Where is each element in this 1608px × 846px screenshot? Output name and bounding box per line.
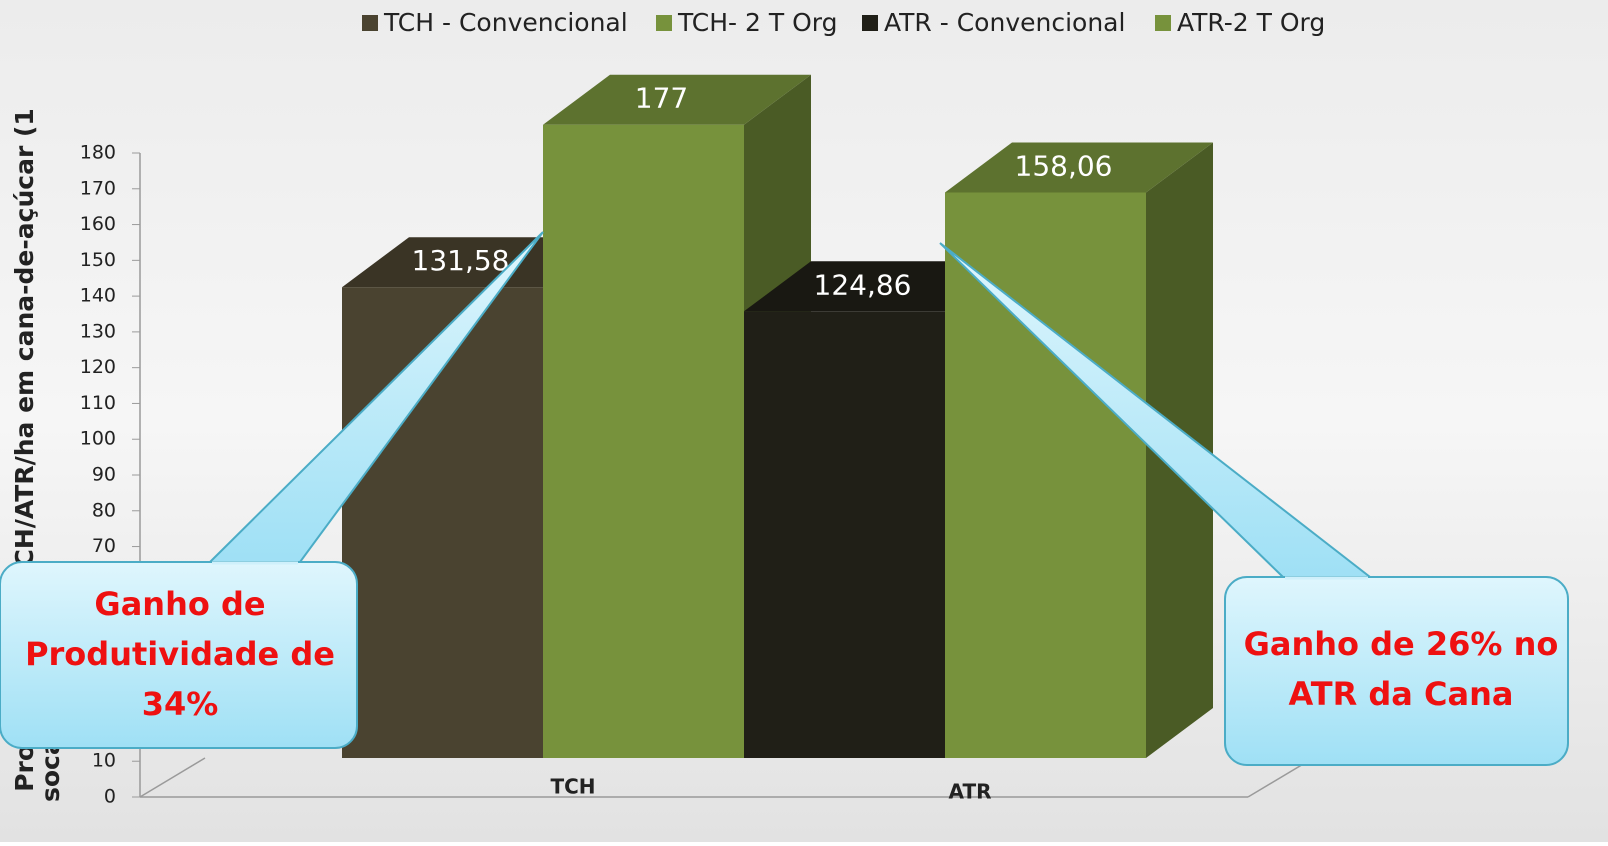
bar-front xyxy=(744,311,945,758)
y-tick-label: 120 xyxy=(80,356,116,378)
legend-label: ATR-2 T Org xyxy=(1177,8,1325,37)
y-tick-label: 10 xyxy=(92,750,116,772)
bar-front xyxy=(945,192,1146,758)
legend-swatch xyxy=(1155,15,1171,31)
bar-front xyxy=(543,124,744,758)
callout-text: 34% xyxy=(142,685,219,723)
callout-text: Produtividade de xyxy=(25,635,335,673)
legend-swatch xyxy=(862,15,878,31)
y-tick-label: 140 xyxy=(80,285,116,307)
y-tick-label: 70 xyxy=(92,535,116,557)
y-tick-label: 0 xyxy=(104,786,116,808)
callout-text: ATR da Cana xyxy=(1289,675,1514,713)
value-label: 177 xyxy=(635,82,688,115)
y-tick-label: 180 xyxy=(80,142,116,164)
legend-label: TCH - Convencional xyxy=(383,8,628,37)
callout-box xyxy=(1224,576,1569,766)
callout: Ganho de Produtividade de 34% xyxy=(0,231,544,749)
y-tick-label: 100 xyxy=(80,428,116,450)
legend-label: TCH- 2 T Org xyxy=(677,8,838,37)
bar-top xyxy=(945,142,1213,193)
value-label: 158,06 xyxy=(1015,149,1113,182)
y-tick-label: 150 xyxy=(80,249,116,271)
bar-top xyxy=(543,74,811,125)
y-tick-label: 80 xyxy=(92,499,116,521)
legend-swatch xyxy=(656,15,672,31)
y-tick-label: 90 xyxy=(92,464,116,486)
callout-text: Ganho de 26% no xyxy=(1244,625,1559,663)
y-tick-label: 130 xyxy=(80,320,116,342)
legend-swatch xyxy=(362,15,378,31)
value-label: 124,86 xyxy=(814,268,912,301)
x-tick-label: ATR xyxy=(949,780,992,804)
callout-box xyxy=(0,561,358,749)
legend-label: ATR - Convencional xyxy=(884,8,1125,37)
y-tick-label: 160 xyxy=(80,213,116,235)
x-tick-label: TCH xyxy=(550,775,595,799)
callout: Ganho de 26% no ATR da Cana xyxy=(939,242,1569,766)
y-tick-label: 110 xyxy=(80,392,116,414)
y-tick-label: 170 xyxy=(80,177,116,199)
value-label: 131,58 xyxy=(412,244,510,277)
callout-text: Ganho de xyxy=(94,585,265,623)
